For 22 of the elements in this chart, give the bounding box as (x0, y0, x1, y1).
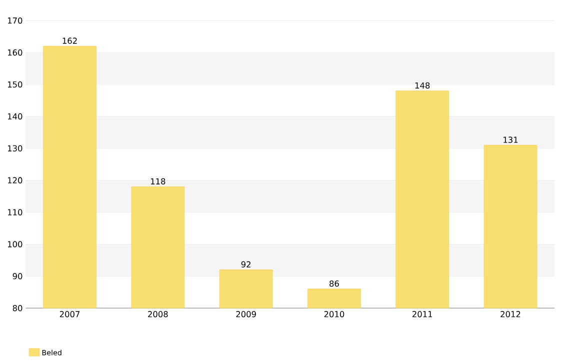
x-tick-label: 2011 (412, 311, 432, 318)
data-label: 131 (504, 136, 518, 144)
y-tick-label: 80 (12, 305, 22, 312)
data-label: 148 (415, 82, 430, 89)
x-tick-label: 2009 (236, 311, 256, 318)
x-tick-label: 2012 (500, 311, 520, 318)
data-label: 86 (330, 280, 339, 287)
y-tick-label: 110 (8, 209, 22, 216)
x-tick-label: 2007 (60, 311, 80, 318)
y-tick-label: 150 (8, 82, 22, 88)
y-tick-label: 130 (8, 145, 22, 152)
y-tick-label: 120 (8, 177, 22, 184)
x-tick-label: 2010 (324, 311, 344, 318)
y-tick-label: 100 (8, 241, 22, 248)
data-label: 162 (62, 38, 77, 44)
y-tick-label: 140 (8, 113, 22, 120)
y-tick-label: 160 (8, 50, 22, 56)
y-tick-label: 170 (8, 18, 22, 24)
data-label: 92 (241, 261, 250, 268)
y-tick-label: 90 (12, 273, 22, 280)
data-label: 118 (150, 178, 166, 185)
x-tick-label: 2008 (148, 311, 168, 318)
